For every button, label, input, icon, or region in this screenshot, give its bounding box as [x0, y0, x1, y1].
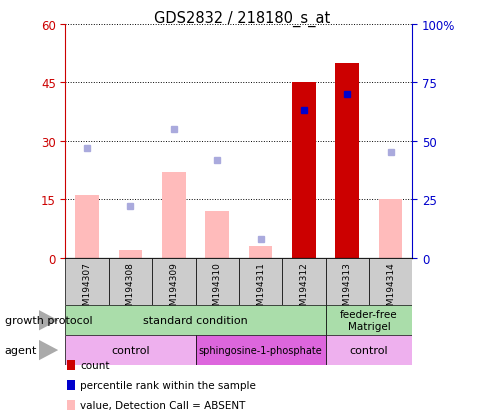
Text: GSM194311: GSM194311: [256, 262, 264, 317]
Bar: [325, 258, 368, 306]
Bar: [65, 335, 195, 365]
Polygon shape: [39, 340, 58, 361]
Bar: [368, 258, 411, 306]
Text: count: count: [80, 361, 109, 370]
Bar: [282, 258, 325, 306]
Bar: [248, 247, 272, 258]
Text: standard condition: standard condition: [143, 316, 247, 325]
Text: GDS2832 / 218180_s_at: GDS2832 / 218180_s_at: [154, 10, 330, 26]
Bar: [108, 258, 152, 306]
Bar: [152, 258, 195, 306]
Bar: [334, 64, 359, 258]
Bar: [66, 361, 75, 370]
Text: GSM194313: GSM194313: [342, 262, 351, 317]
Bar: [66, 400, 75, 410]
Text: control: control: [349, 345, 387, 355]
Bar: [65, 306, 325, 335]
Text: feeder-free
Matrigel: feeder-free Matrigel: [339, 310, 397, 331]
Bar: [75, 196, 99, 258]
Text: GSM194314: GSM194314: [385, 262, 394, 316]
Bar: [118, 250, 142, 258]
Bar: [378, 200, 402, 258]
Text: percentile rank within the sample: percentile rank within the sample: [80, 380, 256, 390]
Text: GSM194307: GSM194307: [82, 262, 91, 317]
Polygon shape: [39, 310, 58, 331]
Text: GSM194308: GSM194308: [126, 262, 135, 317]
Bar: [291, 83, 315, 258]
Text: value, Detection Call = ABSENT: value, Detection Call = ABSENT: [80, 400, 245, 410]
Bar: [66, 380, 75, 390]
Bar: [325, 306, 411, 335]
Text: growth protocol: growth protocol: [5, 316, 92, 325]
Bar: [195, 335, 325, 365]
Text: agent: agent: [5, 345, 37, 355]
Text: GSM194312: GSM194312: [299, 262, 308, 316]
Bar: [195, 258, 239, 306]
Bar: [238, 258, 282, 306]
Text: GSM194309: GSM194309: [169, 262, 178, 317]
Text: sphingosine-1-phosphate: sphingosine-1-phosphate: [198, 345, 322, 355]
Bar: [162, 173, 185, 258]
Text: control: control: [111, 345, 150, 355]
Bar: [65, 258, 108, 306]
Bar: [325, 335, 411, 365]
Text: GSM194310: GSM194310: [212, 262, 221, 317]
Bar: [205, 211, 228, 258]
